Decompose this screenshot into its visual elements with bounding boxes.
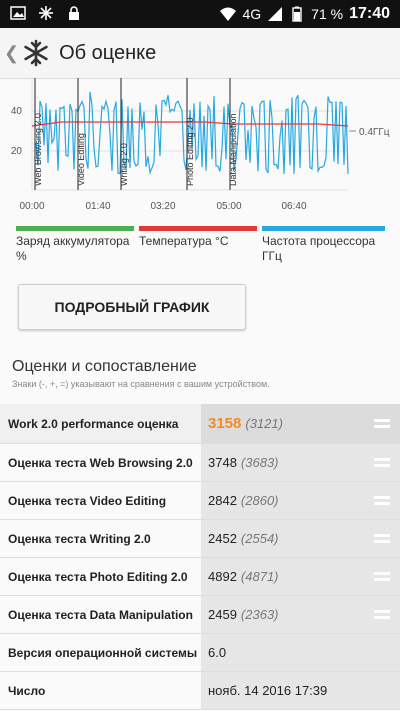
cpu-line [35, 91, 349, 175]
lock-icon [69, 6, 79, 20]
table-row[interactable]: Оценка теста Video Editing 2842 (2860) [0, 482, 400, 520]
table-row[interactable]: Оценка теста Writing 2.0 2452 (2554) [0, 520, 400, 558]
y-tick-label: 40 [11, 106, 23, 117]
table-row: Число нояб. 14 2016 17:39 [0, 672, 400, 710]
value-cell: 4892 (4871) [201, 558, 400, 595]
x-tick-label: 01:40 [85, 201, 110, 212]
scores-table: Work 2.0 performance оценка 3158 (3121) Оце… [0, 404, 400, 710]
row-value: 2842 [208, 493, 237, 508]
snowflake-icon [39, 6, 53, 20]
value-text: 2452 (2554) [208, 520, 279, 557]
y-tick-label: 20 [11, 146, 23, 157]
row-label: Оценка теста Video Editing [8, 493, 167, 508]
row-label: Work 2.0 performance оценка [8, 416, 179, 431]
equal-sign-icon [374, 457, 390, 468]
segment-label: Video Editing [76, 133, 86, 186]
legend-temperature: Температура °C [139, 226, 257, 249]
legend-battery: Заряд аккумулятора % [16, 226, 134, 264]
value-cell: 2459 (2363) [201, 596, 400, 633]
x-tick-label: 00:00 [19, 201, 44, 212]
value-cell: 2452 (2554) [201, 520, 400, 557]
value-cell: 6.0 [201, 634, 400, 671]
snowflake-icon[interactable] [21, 38, 51, 68]
table-row[interactable]: Оценка теста Web Browsing 2.0 3748 (3683) [0, 444, 400, 482]
wifi-icon [220, 7, 237, 21]
equal-sign-icon [374, 609, 390, 620]
row-compare-value: (4871) [240, 569, 279, 584]
row-value: 2452 [208, 531, 237, 546]
value-text: 6.0 [208, 634, 226, 671]
row-value: нояб. 14 2016 17:39 [208, 683, 328, 698]
row-compare-value: (3121) [245, 416, 283, 431]
x-tick-label: 06:40 [281, 201, 306, 212]
value-text: 2459 (2363) [208, 596, 279, 633]
chevron-left-icon[interactable]: ❮ [4, 42, 20, 63]
signal-icon [268, 7, 283, 21]
value-text: нояб. 14 2016 17:39 [208, 672, 327, 709]
clock: 17:40 [349, 5, 390, 22]
table-row[interactable]: Work 2.0 performance оценка 3158 (3121) [0, 404, 400, 444]
temperature-line [31, 121, 349, 127]
status-bar: 4G 71 % 17:40 [0, 0, 400, 28]
row-label: Версия операционной системы [8, 645, 198, 660]
network-type: 4G [242, 6, 262, 22]
value-cell: нояб. 14 2016 17:39 [201, 672, 400, 709]
value-text: 4892 (4871) [208, 558, 279, 595]
page-title: Об оценке [59, 41, 157, 64]
table-row[interactable]: Оценка теста Photo Editing 2.0 4892 (4871) [0, 558, 400, 596]
value-cell: 3158 (3121) [201, 404, 400, 443]
equal-sign-icon [374, 571, 390, 582]
table-row: Версия операционной системы 6.0 [0, 634, 400, 672]
detailed-graph-button[interactable]: ПОДРОБНЫЙ ГРАФИК [18, 284, 246, 330]
temperature-series [31, 121, 349, 127]
legend-cpu-label: Частота процессора ГГц [262, 234, 376, 263]
value-text: 2842 (2860) [208, 482, 279, 519]
row-value: 3158 [208, 415, 242, 432]
image-icon [10, 6, 26, 20]
battery-icon [292, 6, 302, 22]
app-bar: ❮ Об оценке [0, 28, 400, 79]
x-tick-label: 05:00 [216, 201, 241, 212]
table-row[interactable]: Оценка теста Data Manipulation 2459 (2363) [0, 596, 400, 634]
x-tick-label: 03:20 [150, 201, 175, 212]
row-compare-value: (2363) [240, 607, 279, 622]
section-note: Знаки (-, +, =) указывают на сравнения с… [12, 379, 270, 389]
equal-sign-icon [374, 418, 390, 429]
chart-legend: Заряд аккумулятора % Температура °C Част… [0, 226, 400, 266]
row-label: Оценка теста Data Manipulation [8, 607, 193, 622]
x-axis-ticks: 00:00 01:40 03:20 05:00 06:40 [19, 201, 306, 212]
segment-label: Web Browsing 2.0 [33, 113, 43, 186]
row-label: Число [8, 683, 46, 698]
segment-markers: Web Browsing 2.0 Video Editing Writing 2.0… [33, 78, 238, 190]
value-text: 3748 (3683) [208, 444, 279, 481]
y-axis-ticks: 40 20 [11, 106, 23, 157]
segment-label: Writing 2.0 [119, 143, 129, 186]
row-compare-value: (3683) [240, 455, 279, 470]
segment-label: Data Manipulation [228, 113, 238, 186]
performance-chart: 40 20 00:00 01:40 03:20 05:00 06:40 Web Brows… [11, 78, 390, 212]
legend-temperature-label: Температура °C [139, 234, 229, 248]
row-value: 3748 [208, 455, 237, 470]
svg-text:0.4ГГц: 0.4ГГц [359, 127, 390, 138]
battery-percent: 71 % [311, 6, 344, 22]
row-label: Оценка теста Writing 2.0 [8, 531, 151, 546]
cpu-frequency-series [35, 91, 349, 175]
row-label: Оценка теста Web Browsing 2.0 [8, 455, 193, 470]
row-value: 4892 [208, 569, 237, 584]
equal-sign-icon [374, 495, 390, 506]
value-text: 3158 (3121) [208, 404, 283, 443]
legend-battery-label: Заряд аккумулятора % [16, 234, 130, 263]
value-cell: 3748 (3683) [201, 444, 400, 481]
row-label: Оценка теста Photo Editing 2.0 [8, 569, 188, 584]
section-title: Оценки и сопоставление [12, 358, 197, 375]
row-compare-value: (2860) [240, 493, 279, 508]
equal-sign-icon [374, 533, 390, 544]
chart-annotation: 0.4ГГц [349, 127, 390, 138]
legend-cpu: Частота процессора ГГц [262, 226, 385, 264]
value-cell: 2842 (2860) [201, 482, 400, 519]
segment-label: Photo Editing 2.0 [185, 117, 195, 186]
row-value: 2459 [208, 607, 237, 622]
row-value: 6.0 [208, 645, 227, 660]
row-compare-value: (2554) [240, 531, 279, 546]
